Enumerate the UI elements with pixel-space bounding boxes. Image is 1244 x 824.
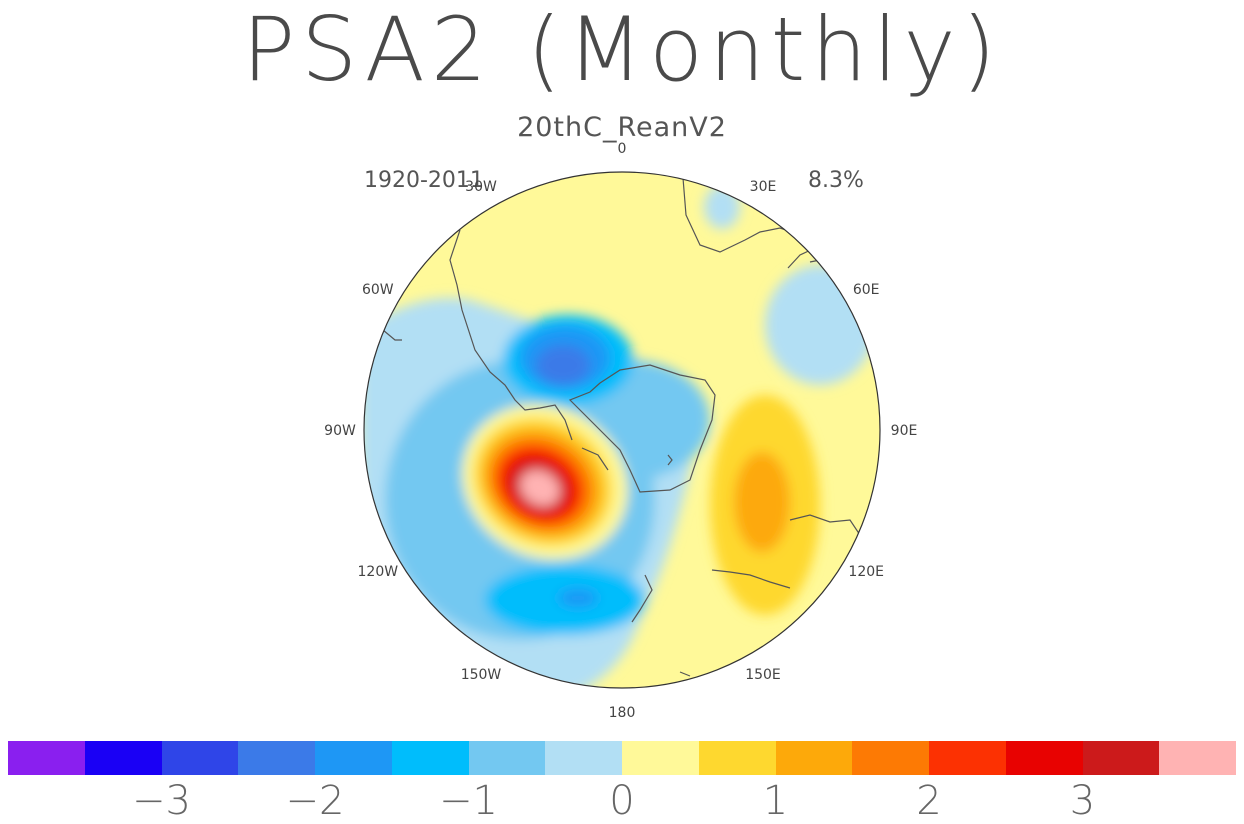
colorbar-swatch [161, 741, 239, 775]
colorbar-swatch [238, 741, 315, 775]
longitude-label: 0 [618, 141, 627, 157]
colorbar-swatch [1082, 741, 1160, 775]
colorbar-swatch [929, 741, 1006, 775]
longitude-label: 120E [848, 564, 884, 580]
colorbar-tick-label: −2 [285, 778, 345, 824]
map-title: PSA2 (Monthly) [242, 0, 1002, 101]
colorbar-tick-label: 0 [609, 778, 635, 824]
colorbar-swatch [468, 741, 546, 775]
colorbar-swatch [391, 741, 469, 775]
longitude-label: 60W [362, 282, 394, 298]
longitude-label: 30E [750, 179, 777, 195]
longitude-label: 150E [745, 667, 781, 683]
map-subtitle: 20thC_ReanV2 [517, 112, 727, 143]
map-border [363, 171, 881, 689]
colorbar [8, 741, 1236, 775]
polar-map: 0 30E 60E 90E 120E 150E 180 150W 120W 90W 60W 30W [324, 141, 917, 721]
anomaly-southwest-core [558, 589, 598, 607]
colorbar-swatch [698, 741, 776, 775]
longitude-label: 90W [324, 423, 356, 439]
longitude-label: 180 [609, 705, 636, 721]
colorbar-swatch [852, 741, 929, 775]
colorbar-swatch [545, 741, 622, 775]
longitude-label: 60E [853, 282, 880, 298]
longitude-label: 90E [891, 423, 918, 439]
colorbar-swatch [775, 741, 853, 775]
colorbar-swatch [8, 741, 85, 775]
period-label: 1920-2011 [364, 168, 484, 193]
anomaly-east-high-core [734, 452, 790, 552]
colorbar-tick-label: 3 [1069, 778, 1096, 824]
longitude-label: 30W [465, 179, 497, 195]
longitude-label: 150W [461, 667, 502, 683]
colorbar-swatch [84, 741, 162, 775]
colorbar-swatch [315, 741, 392, 775]
variance-label: 8.3% [808, 168, 864, 193]
colorbar-tick-label: −1 [439, 778, 498, 824]
anomaly-north-low-core [536, 345, 590, 385]
longitude-label: 120W [358, 564, 399, 580]
colorbar-swatch [1159, 741, 1236, 775]
colorbar-swatch [622, 741, 699, 775]
anomaly-high-core [519, 469, 561, 507]
colorbar-tick-label: −3 [132, 778, 191, 824]
longitude-labels: 0 30E 60E 90E 120E 150E 180 150W 120W 90W 60W 30W [324, 141, 917, 721]
colorbar-tick-label: 2 [916, 778, 942, 824]
colorbar-tick-label: 1 [762, 778, 789, 824]
colorbar-swatch [1005, 741, 1083, 775]
